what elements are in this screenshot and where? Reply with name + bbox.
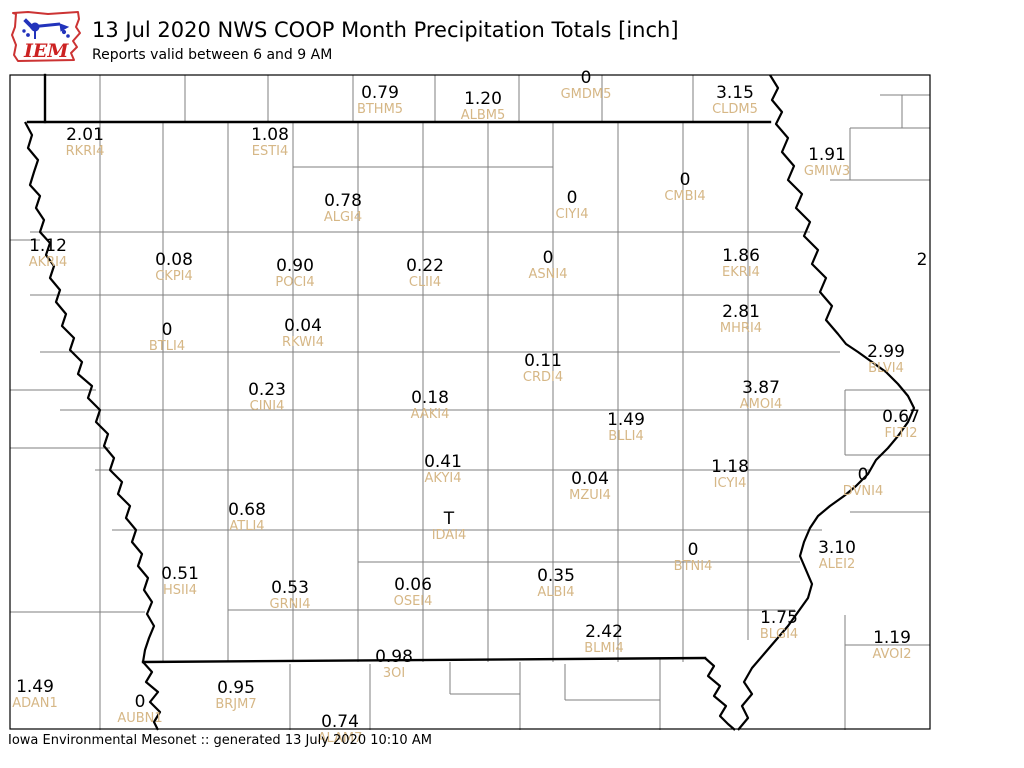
header: IEM 13 Jul 2020 NWS COOP Month Precipita… [0, 0, 1024, 70]
map-frame [9, 74, 931, 730]
weather-vane-icon [22, 18, 70, 39]
iem-logo: IEM [11, 11, 81, 62]
logo-text: IEM [23, 40, 69, 62]
page-subtitle: Reports valid between 6 and 9 AM [92, 47, 333, 63]
state-borders [26, 73, 772, 664]
big-sioux-missouri-river [24, 121, 162, 731]
rivers [24, 74, 916, 731]
county-lines [10, 75, 930, 730]
mississippi-river [737, 74, 916, 731]
des-moines-river [704, 657, 736, 731]
footer-text: Iowa Environmental Mesonet :: generated … [8, 733, 432, 748]
missouri-border [141, 656, 707, 664]
page-title: 13 Jul 2020 NWS COOP Month Precipitation… [92, 18, 679, 42]
